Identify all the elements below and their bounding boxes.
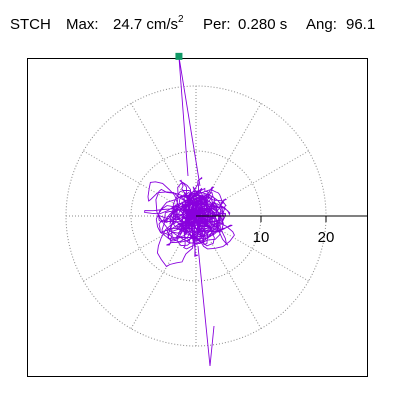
peak-markers — [175, 52, 183, 60]
trace-lower-spike — [197, 245, 215, 367]
max-unit-exponent: 2 — [178, 14, 184, 25]
motion-trace — [144, 56, 235, 367]
max-value: 24.7 cm/s2 — [113, 14, 184, 33]
chart-header: STCH Max: 24.7 cm/s2 Per: 0.280 s Ang: 9… — [0, 0, 400, 48]
trace-path — [144, 176, 235, 268]
plot-frame — [27, 58, 368, 377]
peak-marker — [175, 52, 183, 60]
period-label: Per: — [203, 16, 231, 33]
angle-value: 96.1 — [346, 16, 376, 33]
trace-peak-spike — [178, 56, 201, 187]
radial-axis: 10 20 — [196, 215, 367, 246]
radial-tick-label-10: 10 — [253, 229, 270, 246]
angle-label: Ang: — [306, 16, 337, 33]
max-unit: cm/s — [146, 16, 179, 33]
radial-tick-label-20: 20 — [318, 229, 335, 246]
period-value: 0.280 s — [238, 16, 288, 33]
grid-spoke-30 — [195, 150, 309, 217]
station-code: STCH — [10, 16, 51, 33]
max-label: Max: — [66, 16, 99, 33]
grid-spoke-120 — [130, 103, 197, 217]
max-number: 24.7 — [113, 16, 143, 33]
